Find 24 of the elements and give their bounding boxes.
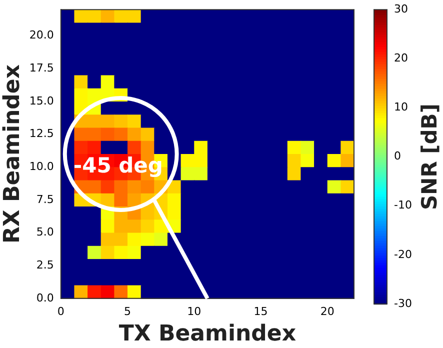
y-tick-label: 20.0: [29, 28, 54, 42]
y-axis-title: RX Beamindex: [0, 64, 25, 244]
x-tick-label: 10: [187, 304, 202, 318]
x-tick-label: 0: [57, 304, 64, 318]
color-bar-label: -20: [394, 248, 412, 261]
y-tick-label: 0.0: [36, 291, 54, 304]
x-axis-title: TX Beamindex: [118, 322, 296, 347]
color-bar-title: SNR [dB]: [417, 104, 442, 210]
x-tick-label: 5: [124, 304, 132, 318]
y-tick-label: 15.0: [29, 94, 54, 108]
color-bar-label: 20: [394, 52, 408, 65]
color-bar-label: 10: [394, 100, 408, 114]
x-tick-label: 15: [254, 304, 268, 318]
x-tick-label: 20: [320, 304, 334, 318]
y-tick-label: 2.5: [36, 258, 54, 272]
y-tick-label: 10.0: [29, 160, 54, 173]
y-tick-label: 7.5: [36, 192, 54, 206]
color-bar-label: 0: [394, 150, 401, 163]
color-bar-label: 30: [394, 2, 408, 16]
color-bar-label: -30: [394, 296, 412, 310]
y-tick-label: 12.5: [29, 127, 54, 140]
y-tick-label: 5.0: [36, 226, 54, 239]
color-bar-label: -10: [394, 198, 412, 212]
y-tick-label: 17.5: [29, 62, 54, 75]
